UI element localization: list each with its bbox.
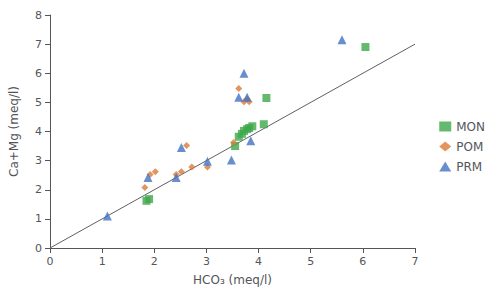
svg-text:7: 7 (35, 38, 42, 51)
svg-text:3: 3 (203, 255, 210, 268)
svg-text:Ca+Mg (meq/l): Ca+Mg (meq/l) (7, 86, 21, 177)
svg-text:3: 3 (35, 154, 42, 167)
svg-text:8: 8 (35, 9, 42, 22)
svg-text:2: 2 (35, 183, 42, 196)
svg-text:MON: MON (456, 120, 485, 134)
svg-text:4: 4 (255, 255, 262, 268)
svg-text:5: 5 (35, 96, 42, 109)
svg-text:6: 6 (359, 255, 366, 268)
svg-text:0: 0 (35, 242, 42, 255)
svg-text:4: 4 (35, 125, 42, 138)
svg-text:1: 1 (99, 255, 106, 268)
svg-text:0: 0 (47, 255, 54, 268)
svg-text:2: 2 (151, 255, 158, 268)
svg-text:7: 7 (412, 255, 419, 268)
svg-text:1: 1 (35, 212, 42, 225)
svg-text:5: 5 (307, 255, 314, 268)
svg-text:PRM: PRM (456, 160, 482, 174)
svg-text:HCO₃ (meq/l): HCO₃ (meq/l) (193, 273, 272, 287)
svg-text:POM: POM (456, 140, 483, 154)
svg-text:6: 6 (35, 67, 42, 80)
